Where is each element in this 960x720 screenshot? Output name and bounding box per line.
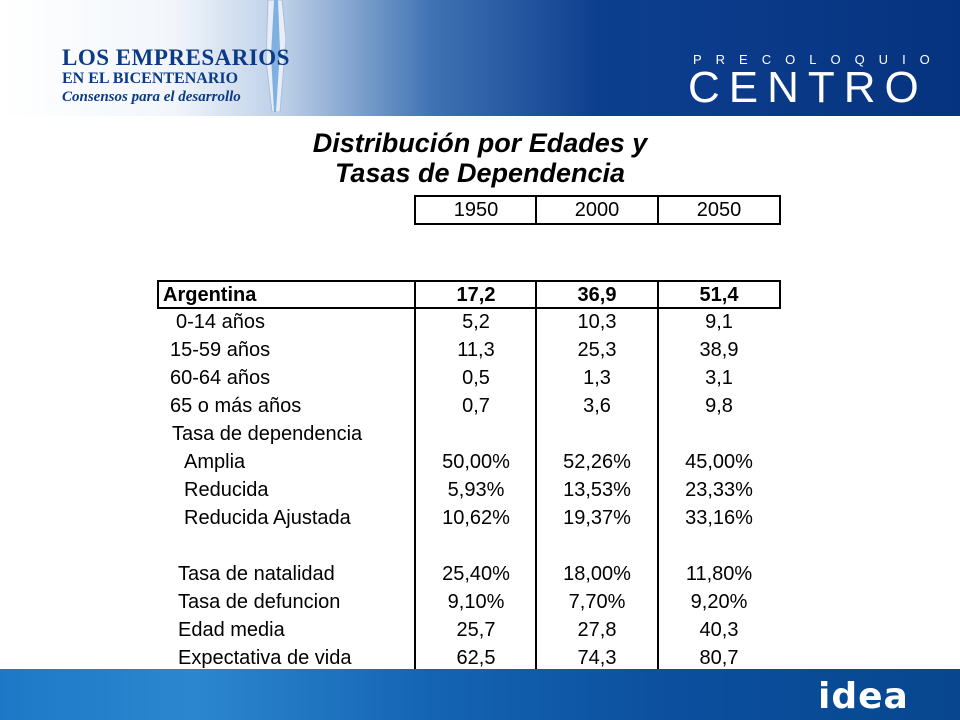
row-value: 3,6 <box>583 395 611 417</box>
indicator-value: 9,20% <box>690 591 748 613</box>
column-line-2 <box>657 309 659 669</box>
indicator-value: 25,7 <box>456 619 496 641</box>
row-value: 0,7 <box>462 395 490 417</box>
argentina-row-box <box>157 280 781 309</box>
year-2000: 2000 <box>574 199 620 221</box>
title-line-1: Distribución por Edades y <box>312 128 648 158</box>
row-value: 10,3 <box>577 311 617 333</box>
row-value: 9,8 <box>705 395 733 417</box>
column-line-1 <box>535 309 537 669</box>
dependency-value: 45,00% <box>685 451 753 473</box>
dependency-value: 13,53% <box>563 479 631 501</box>
indicator-label: Tasa de defuncion <box>178 591 341 613</box>
dependency-value: 52,26% <box>563 451 631 473</box>
dependency-value: 5,93% <box>447 479 505 501</box>
argentina-divider-2 <box>657 280 659 309</box>
row-label: 15-59 años <box>170 339 271 361</box>
logo-line-2: EN EL BICENTENARIO <box>62 70 239 87</box>
argentina-divider-0 <box>414 280 416 309</box>
dependency-value: 19,37% <box>563 507 631 529</box>
year-2050: 2050 <box>696 199 742 221</box>
argentina-2050: 51,4 <box>699 284 739 306</box>
row-label: 0-14 años <box>176 311 265 333</box>
row-label: 65 o más años <box>170 395 302 417</box>
column-line-0 <box>414 309 416 669</box>
idea-logo: idea <box>818 676 909 717</box>
indicator-label: Expectativa de vida <box>178 647 352 669</box>
precoloquio-label: PRECOLOQUIO <box>693 52 944 67</box>
dependency-header: Tasa de dependencia <box>172 423 363 445</box>
years-divider-1 <box>535 195 537 225</box>
argentina-1950: 17,2 <box>456 284 496 306</box>
dependency-label: Reducida <box>184 479 269 501</box>
row-value: 38,9 <box>699 339 739 361</box>
row-value: 11,3 <box>457 339 495 361</box>
dependency-value: 10,62% <box>442 507 510 529</box>
dependency-label: Amplia <box>184 451 246 473</box>
argentina-label: Argentina <box>163 284 257 306</box>
indicator-value: 25,40% <box>442 563 510 585</box>
indicator-value: 62,5 <box>456 647 496 669</box>
indicator-value: 7,70% <box>568 591 626 613</box>
row-value: 25,3 <box>577 339 617 361</box>
slide-title: Distribución por Edades y Tasas de Depen… <box>180 128 780 188</box>
bicentenario-logo: LOS EMPRESARIOS EN EL BICENTENARIO Conse… <box>62 46 290 106</box>
dependency-value: 33,16% <box>685 507 753 529</box>
years-divider-2 <box>657 195 659 225</box>
logo-line-1: LOS EMPRESARIOS <box>62 45 290 70</box>
row-value: 1,3 <box>583 367 611 389</box>
row-value: 5,2 <box>462 311 490 333</box>
indicator-value: 80,7 <box>699 647 739 669</box>
indicator-value: 27,8 <box>577 619 617 641</box>
indicator-value: 11,80% <box>685 563 753 585</box>
footer-banner <box>0 669 960 720</box>
centro-logo: CENTRO <box>688 63 928 112</box>
dependency-value: 50,00% <box>442 451 510 473</box>
argentina-2000: 36,9 <box>577 284 617 306</box>
title-line-2: Tasas de Dependencia <box>334 158 626 188</box>
indicator-label: Edad media <box>178 619 285 641</box>
dependency-label: Reducida Ajustada <box>184 507 351 529</box>
dependency-value: 23,33% <box>685 479 753 501</box>
logo-line-3: Consensos para el desarrollo <box>62 89 241 105</box>
indicator-value: 9,10% <box>447 591 505 613</box>
indicator-label: Tasa de natalidad <box>178 563 335 585</box>
header-banner <box>0 0 960 116</box>
ribbon-logo-icon <box>265 0 287 112</box>
argentina-divider-1 <box>535 280 537 309</box>
row-value: 9,1 <box>705 311 733 333</box>
years-header-box <box>414 195 781 225</box>
row-label: 60-64 años <box>170 367 271 389</box>
indicator-value: 40,3 <box>699 619 739 641</box>
row-value: 0,5 <box>462 367 490 389</box>
indicator-value: 18,00% <box>563 563 631 585</box>
year-1950: 1950 <box>453 199 499 221</box>
row-value: 3,1 <box>705 367 733 389</box>
indicator-value: 74,3 <box>577 647 617 669</box>
